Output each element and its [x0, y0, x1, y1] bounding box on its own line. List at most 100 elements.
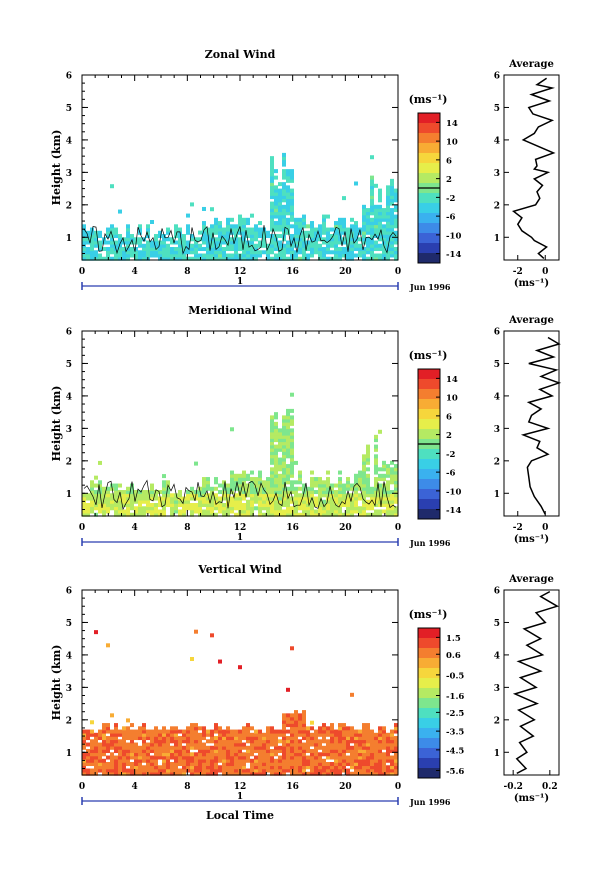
heatmap-cell — [190, 256, 194, 261]
heatmap-cell — [142, 771, 146, 776]
heatmap-cell — [318, 726, 322, 731]
heatmap-cell — [370, 765, 374, 770]
heatmap-cell — [126, 752, 130, 757]
heatmap-cell — [334, 752, 338, 757]
heatmap-cell — [250, 213, 254, 218]
heatmap-cell — [346, 749, 350, 754]
heatmap-cell — [282, 250, 286, 255]
heatmap-cell — [114, 755, 118, 760]
heatmap-cell — [374, 240, 378, 245]
heatmap-cell — [390, 758, 394, 763]
heatmap-cell — [394, 486, 398, 491]
heatmap-cell — [378, 742, 382, 747]
heatmap-cell — [114, 243, 118, 248]
average-x-tick-label: 0 — [542, 523, 548, 533]
heatmap-cell — [302, 214, 306, 219]
heatmap-cell — [334, 243, 338, 248]
heatmap-cell — [334, 509, 338, 514]
heatmap-cell — [282, 188, 286, 193]
heatmap-cell — [330, 483, 334, 488]
heatmap-cell — [110, 503, 114, 508]
heatmap-cell — [258, 473, 262, 478]
x-tick-label: 12 — [234, 523, 247, 533]
heatmap-cell — [82, 256, 86, 261]
heatmap-cell — [206, 745, 210, 750]
heatmap-cell — [370, 768, 374, 773]
heatmap-cell — [98, 230, 102, 235]
heatmap-cell — [318, 768, 322, 773]
heatmap-cell — [130, 723, 134, 728]
heatmap-cell — [286, 454, 290, 459]
heatmap-cell — [194, 732, 198, 737]
heatmap-cell — [170, 512, 174, 517]
heatmap-cell — [134, 771, 138, 776]
heatmap-cell — [202, 499, 206, 504]
colorbar-tick-label: -6 — [446, 469, 456, 479]
heatmap-cell — [214, 250, 218, 255]
heatmap-cell — [110, 499, 114, 504]
heatmap-cell — [270, 172, 274, 177]
heatmap-cell — [326, 506, 330, 511]
heatmap-cell — [122, 726, 126, 731]
heatmap-cell — [138, 493, 142, 498]
heatmap-cell — [298, 240, 302, 245]
heatmap-cell — [114, 240, 118, 245]
heatmap-cell — [282, 742, 286, 747]
heatmap-cell — [90, 499, 94, 504]
heatmap-cell — [282, 713, 286, 718]
heatmap-cell — [206, 227, 210, 232]
heatmap-cell — [82, 762, 86, 767]
heatmap-cell — [166, 247, 170, 252]
heatmap-cell — [262, 493, 266, 498]
heatmap-cell — [98, 742, 102, 747]
heatmap-cell — [342, 752, 346, 757]
heatmap-cell — [202, 512, 206, 517]
heatmap-cell — [390, 765, 394, 770]
heatmap-cell — [210, 230, 214, 235]
heatmap-cell — [246, 483, 250, 488]
heatmap-cell — [266, 729, 270, 734]
heatmap-cell — [162, 240, 166, 245]
heatmap-cell — [242, 250, 246, 255]
heatmap-cell — [130, 749, 134, 754]
heatmap-cell — [102, 745, 106, 750]
heatmap-cell — [354, 227, 358, 232]
heatmap-cell — [270, 736, 274, 741]
heatmap-cell — [114, 493, 118, 498]
heatmap-cell — [390, 217, 394, 222]
heatmap-cell — [274, 506, 278, 511]
heatmap-cell — [222, 742, 226, 747]
heatmap-cell — [290, 496, 294, 501]
heatmap-cell — [338, 512, 342, 517]
heatmap-cell — [146, 506, 150, 511]
heatmap-cell — [122, 755, 126, 760]
heatmap-cell — [350, 227, 354, 232]
heatmap-cell — [282, 771, 286, 776]
heatmap-cell — [370, 191, 374, 196]
average-y-tick-label: 4 — [494, 651, 500, 661]
heatmap-cell — [98, 749, 102, 754]
heatmap-cell — [158, 250, 162, 255]
heatmap-cell — [394, 208, 398, 213]
heatmap-cell — [290, 473, 294, 478]
heatmap-cell — [166, 503, 170, 508]
heatmap-cell — [130, 499, 134, 504]
heatmap-cell — [202, 490, 206, 495]
heatmap-cell — [98, 509, 102, 514]
heatmap-cell — [362, 771, 366, 776]
heatmap-cell — [386, 227, 390, 232]
heatmap-cell — [346, 237, 350, 242]
heatmap-cell — [258, 496, 262, 501]
heatmap-cell — [206, 739, 210, 744]
heatmap-cell — [370, 762, 374, 767]
heatmap-cell — [214, 506, 218, 511]
heatmap-cell — [346, 499, 350, 504]
heatmap-cell — [290, 418, 294, 423]
heatmap-cell — [102, 499, 106, 504]
heatmap-cell — [282, 496, 286, 501]
heatmap-cell — [214, 729, 218, 734]
colorbar-tick-label: 10 — [446, 138, 458, 148]
heatmap-cell — [154, 736, 158, 741]
heatmap-cell — [330, 729, 334, 734]
heatmap-cell — [190, 509, 194, 514]
